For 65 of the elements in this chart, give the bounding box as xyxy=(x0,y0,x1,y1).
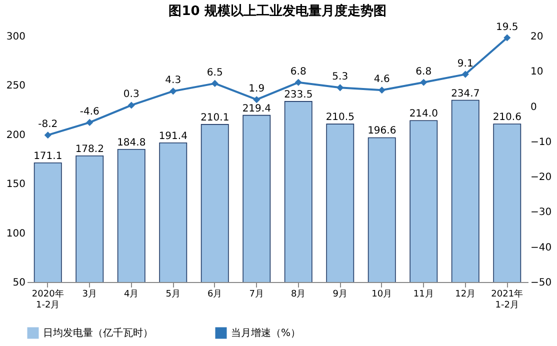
point xyxy=(420,78,428,86)
point xyxy=(253,96,260,104)
y-tick-label: 100 xyxy=(6,228,26,240)
data-label: 210.1 xyxy=(200,112,230,124)
x-tick-label: 8月 xyxy=(291,290,306,300)
x-tick-label: 5月 xyxy=(166,290,180,300)
data-label: 219.4 xyxy=(242,103,271,114)
data-label: -8.2 xyxy=(38,119,58,130)
data-label: 5.3 xyxy=(332,72,348,83)
x-tick-label: 4月 xyxy=(124,290,139,300)
legend-label: 当月增速（%） xyxy=(231,327,301,339)
data-label: 184.8 xyxy=(117,137,146,148)
x-tick-label: 2020年 1-2月 xyxy=(32,288,64,310)
y2-tick-label: −40 xyxy=(530,242,552,254)
point xyxy=(294,78,302,86)
data-label: 234.7 xyxy=(451,88,480,100)
point xyxy=(44,132,52,139)
data-label: 210.6 xyxy=(492,112,522,123)
data-label: 4.3 xyxy=(165,75,182,86)
data-label: 4.6 xyxy=(374,74,390,86)
y2-tick-label: −20 xyxy=(530,172,552,184)
x-tick-label: 9月 xyxy=(332,290,348,300)
data-label: 6.5 xyxy=(206,67,223,78)
y2-tick-label: −50 xyxy=(530,278,552,288)
y2-tick-label: −10 xyxy=(530,136,552,148)
y2-tick-label: 10 xyxy=(530,66,544,78)
data-label: -4.6 xyxy=(80,106,100,118)
point xyxy=(86,118,94,126)
point xyxy=(504,34,511,42)
y-tick-label: 300 xyxy=(6,32,26,42)
x-tick-label: 7月 xyxy=(249,290,264,300)
y2-tick-label: 0 xyxy=(530,102,537,113)
y-tick-label: 200 xyxy=(6,130,26,141)
data-label: 6.8 xyxy=(416,66,432,78)
y-tick-label: 50 xyxy=(12,278,26,288)
point xyxy=(211,80,218,87)
point xyxy=(336,84,344,92)
point xyxy=(170,88,177,95)
data-label: 196.6 xyxy=(368,126,396,137)
data-label: 9.1 xyxy=(457,58,474,70)
data-label: 171.1 xyxy=(34,150,62,162)
y-tick-label: 150 xyxy=(6,179,26,190)
y2-tick-label: 20 xyxy=(530,32,544,42)
data-label: 178.2 xyxy=(75,144,104,155)
x-tick-label: 12月 xyxy=(455,290,476,300)
point xyxy=(128,102,135,109)
data-label: 6.8 xyxy=(290,66,306,78)
x-tick-label: 6月 xyxy=(208,290,222,300)
legend-label: 日均发电量（亿千瓦时） xyxy=(43,327,153,339)
data-label: 19.5 xyxy=(496,22,518,33)
data-label: 191.4 xyxy=(158,130,188,142)
chart-title: 图10 规模以上工业发电量月度走势图 xyxy=(168,2,386,19)
data-label: 210.5 xyxy=(326,112,354,124)
x-tick-label: 3月 xyxy=(82,290,97,300)
x-tick-label: 2021年 1-2月 xyxy=(491,288,524,310)
y2-tick-label: −30 xyxy=(530,207,552,218)
point xyxy=(462,70,469,78)
y-tick-label: 250 xyxy=(6,80,26,92)
data-label: 233.5 xyxy=(284,89,313,100)
data-label: 0.3 xyxy=(123,89,140,100)
point xyxy=(378,86,386,94)
data-label: 1.9 xyxy=(248,84,265,95)
data-label: 214.0 xyxy=(409,108,438,120)
x-tick-label: 11月 xyxy=(413,290,434,300)
x-tick-label: 10月 xyxy=(372,290,392,300)
